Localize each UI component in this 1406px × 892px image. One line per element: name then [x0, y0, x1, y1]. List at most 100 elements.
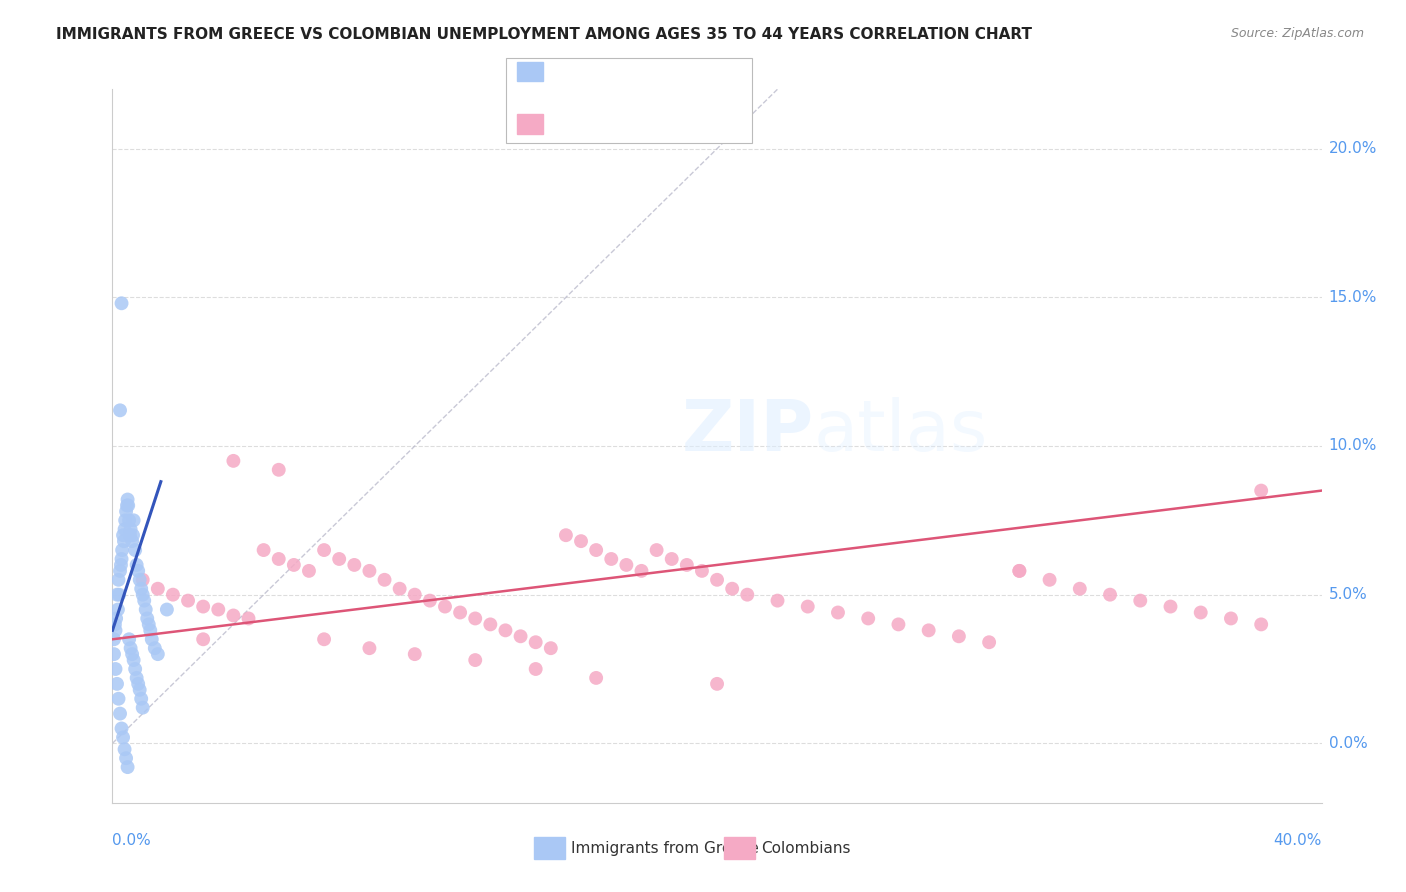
Point: [108, 588, 131, 602]
Point: [343, 558, 366, 572]
Point: [177, 593, 200, 607]
Point: [139, 624, 162, 638]
Text: ZIP: ZIP: [682, 397, 814, 467]
Text: 15.0%: 15.0%: [1329, 290, 1376, 305]
Text: IMMIGRANTS FROM GREECE VS COLOMBIAN UNEMPLOYMENT AMONG AGES 35 TO 44 YEARS CORRE: IMMIGRANTS FROM GREECE VS COLOMBIAN UNEM…: [56, 27, 1032, 42]
Text: 40.0%: 40.0%: [1274, 833, 1322, 848]
Text: R =: R =: [553, 115, 589, 133]
Point: [298, 564, 321, 578]
Point: [132, 700, 155, 714]
Point: [122, 528, 145, 542]
Point: [1159, 599, 1181, 614]
Point: [222, 608, 245, 623]
Text: atlas: atlas: [814, 397, 988, 467]
Point: [1129, 593, 1152, 607]
Text: 5.0%: 5.0%: [1329, 587, 1367, 602]
Point: [117, 760, 139, 774]
Point: [328, 552, 350, 566]
Point: [676, 558, 699, 572]
Point: [827, 606, 849, 620]
Point: [585, 671, 607, 685]
Point: [1099, 588, 1122, 602]
Point: [359, 564, 381, 578]
Text: 20.0%: 20.0%: [1329, 141, 1376, 156]
Point: [118, 528, 141, 542]
Point: [283, 558, 305, 572]
Point: [124, 662, 146, 676]
Point: [118, 632, 141, 647]
Point: [132, 573, 155, 587]
Point: [706, 573, 728, 587]
Point: [314, 632, 336, 647]
Point: [117, 492, 139, 507]
Point: [120, 522, 142, 536]
Point: [138, 617, 160, 632]
Point: [600, 552, 623, 566]
Point: [766, 593, 789, 607]
Point: [388, 582, 411, 596]
Point: [1220, 611, 1243, 625]
Point: [585, 543, 607, 558]
Point: [146, 647, 169, 661]
Text: Immigrants from Greece: Immigrants from Greece: [571, 841, 759, 855]
Point: [554, 528, 576, 542]
Point: [115, 751, 138, 765]
Point: [1069, 582, 1091, 596]
Point: [134, 593, 156, 607]
Point: [858, 611, 880, 625]
Point: [118, 513, 141, 527]
Point: [135, 602, 157, 616]
Point: [1189, 606, 1212, 620]
Point: [524, 635, 547, 649]
Point: [1250, 617, 1272, 632]
Text: R =: R =: [553, 62, 589, 80]
Point: [1008, 564, 1031, 578]
Point: [661, 552, 683, 566]
Point: [122, 513, 145, 527]
Point: [616, 558, 638, 572]
Point: [434, 599, 457, 614]
Point: [108, 403, 131, 417]
Point: [125, 558, 148, 572]
Point: [125, 671, 148, 685]
Point: [112, 534, 135, 549]
Point: [222, 454, 245, 468]
Point: [509, 629, 531, 643]
Point: [918, 624, 941, 638]
Point: [464, 653, 486, 667]
Point: [110, 552, 132, 566]
Point: [124, 543, 146, 558]
Text: Source: ZipAtlas.com: Source: ZipAtlas.com: [1230, 27, 1364, 40]
Point: [107, 691, 129, 706]
Point: [104, 617, 127, 632]
Point: [132, 588, 155, 602]
Point: [979, 635, 1001, 649]
Point: [146, 582, 169, 596]
Text: 0.319: 0.319: [585, 115, 637, 133]
Point: [253, 543, 276, 558]
Text: N =: N =: [636, 115, 672, 133]
Point: [690, 564, 713, 578]
Point: [103, 647, 125, 661]
Point: [314, 543, 336, 558]
Point: [404, 647, 426, 661]
Point: [110, 558, 132, 572]
Point: [115, 504, 138, 518]
Point: [191, 599, 215, 614]
Point: [112, 731, 135, 745]
Text: 10.0%: 10.0%: [1329, 439, 1376, 453]
Text: 63: 63: [668, 62, 690, 80]
Point: [569, 534, 592, 549]
Point: [479, 617, 502, 632]
Point: [128, 682, 150, 697]
Point: [121, 647, 143, 661]
Point: [1008, 564, 1031, 578]
Point: [105, 588, 128, 602]
Text: Colombians: Colombians: [761, 841, 851, 855]
Point: [114, 522, 136, 536]
Point: [156, 602, 179, 616]
Point: [267, 552, 290, 566]
Point: [1038, 573, 1062, 587]
Point: [136, 611, 159, 625]
Text: 72: 72: [668, 115, 692, 133]
